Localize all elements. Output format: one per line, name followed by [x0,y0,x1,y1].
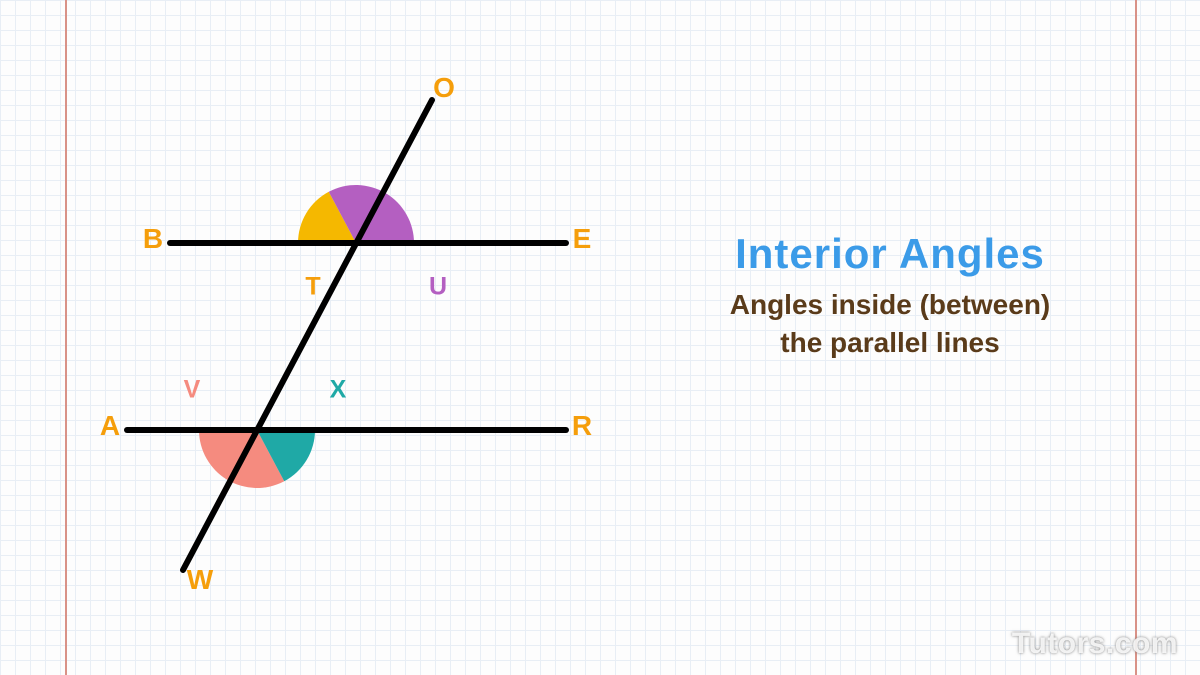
point-label-R: R [572,410,592,442]
title-block: Interior Angles Angles inside (between) … [650,230,1130,362]
title-sub-line1: Angles inside (between) [730,289,1051,320]
angle-label-T: T [305,273,320,302]
angle-label-X: X [330,376,347,405]
angle-label-V: V [184,376,201,405]
point-label-A: A [100,410,120,442]
title-sub: Angles inside (between) the parallel lin… [650,286,1130,362]
point-label-B: B [143,223,163,255]
title-main: Interior Angles [650,230,1130,278]
title-sub-line2: the parallel lines [780,327,999,358]
point-label-W: W [187,564,213,596]
watermark: Tutors.com [1012,627,1178,661]
line-OW [183,100,432,570]
angle-label-U: U [429,273,447,302]
point-label-O: O [433,72,455,104]
point-label-E: E [573,223,592,255]
